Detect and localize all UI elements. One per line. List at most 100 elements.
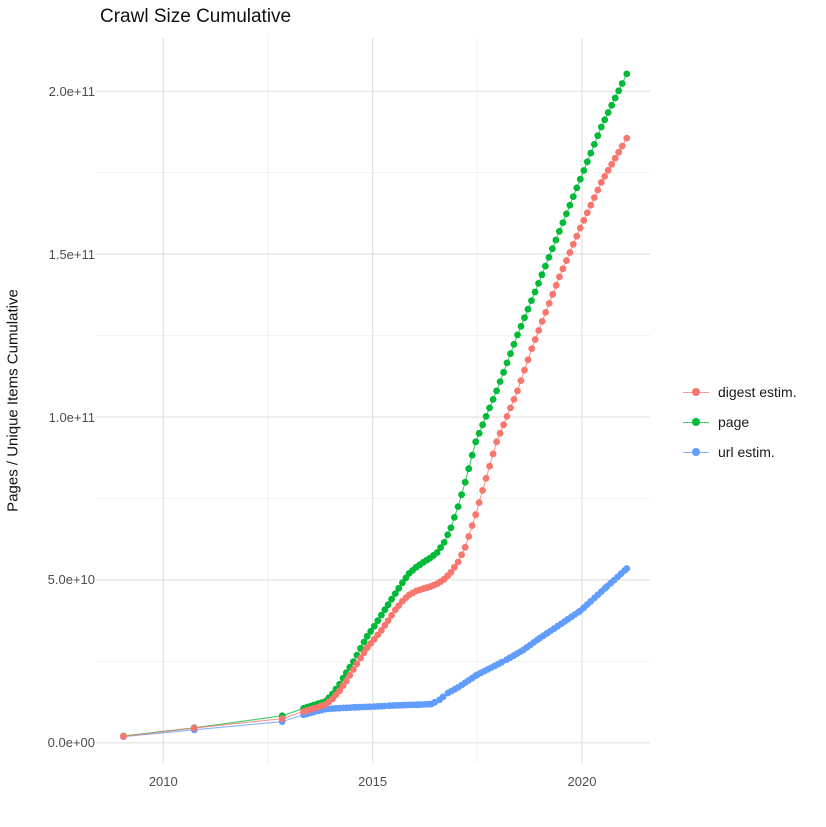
chart-title: Crawl Size Cumulative bbox=[100, 6, 292, 27]
series-point-digest-estim- bbox=[378, 627, 385, 634]
y-tick-label: 2.0e+11 bbox=[48, 83, 95, 99]
series-point-digest-estim- bbox=[482, 474, 490, 482]
series-point-page bbox=[597, 123, 605, 131]
series-point-page bbox=[472, 438, 480, 446]
series-point-page bbox=[388, 595, 395, 603]
series-point-page bbox=[384, 601, 392, 609]
series-point-page bbox=[433, 549, 441, 556]
series-point-digest-estim- bbox=[472, 511, 480, 519]
series-point-page bbox=[514, 331, 521, 339]
series-point-page bbox=[500, 368, 507, 376]
series-point-page bbox=[482, 413, 490, 420]
series-point-page bbox=[447, 524, 455, 532]
series-point-page bbox=[510, 340, 518, 348]
series-point-digest-estim- bbox=[576, 224, 584, 232]
series-point-digest-estim- bbox=[552, 281, 560, 289]
series-point-digest-estim- bbox=[521, 366, 528, 374]
series-point-digest-estim- bbox=[618, 142, 626, 150]
series-point-page bbox=[615, 87, 623, 95]
series-point-page bbox=[573, 184, 581, 192]
series-point-digest-estim- bbox=[611, 154, 619, 162]
y-tick-label: 1.5e+11 bbox=[48, 246, 95, 262]
series-point-digest-estim- bbox=[566, 249, 574, 256]
series-point-digest-estim- bbox=[583, 209, 591, 217]
series-point-page bbox=[399, 579, 406, 587]
series-point-digest-estim- bbox=[514, 387, 521, 395]
series-point-digest-estim- bbox=[475, 499, 483, 506]
series-point-digest-estim- bbox=[486, 462, 493, 470]
series-point-page bbox=[608, 101, 616, 109]
series-point-page bbox=[360, 638, 368, 646]
legend-key-icon bbox=[683, 417, 709, 427]
series-point-digest-estim- bbox=[461, 543, 469, 551]
series-point-digest-estim- bbox=[542, 309, 550, 316]
series-point-url-estim- bbox=[623, 565, 631, 572]
series-point-digest-estim- bbox=[604, 166, 612, 174]
series-point-page bbox=[378, 611, 385, 619]
series-point-url-estim- bbox=[439, 693, 447, 701]
series-point-digest-estim- bbox=[350, 666, 357, 673]
legend: digest estim. page url estim. bbox=[683, 377, 797, 467]
series-point-digest-estim- bbox=[451, 563, 458, 571]
x-tick-label: 2010 bbox=[148, 774, 178, 789]
series-point-digest-estim- bbox=[458, 551, 465, 559]
series-point-digest-estim- bbox=[597, 179, 605, 186]
series-point-page bbox=[374, 617, 382, 625]
series-point-page bbox=[493, 387, 500, 395]
series-line-url-estim- bbox=[123, 568, 628, 738]
series-point-digest-estim- bbox=[395, 602, 403, 609]
series-point-page bbox=[594, 132, 602, 140]
series-point-page bbox=[458, 491, 465, 498]
series-point-page bbox=[363, 632, 371, 640]
series-point-digest-estim- bbox=[465, 533, 473, 540]
series-point-digest-estim- bbox=[388, 612, 395, 619]
series-point-page bbox=[556, 227, 563, 235]
legend-item-page: page bbox=[683, 407, 797, 437]
series-point-digest-estim- bbox=[493, 438, 500, 446]
series-point-digest-estim- bbox=[479, 487, 486, 494]
legend-item-digest-estim-: digest estim. bbox=[683, 377, 797, 407]
series-point-page bbox=[496, 378, 504, 385]
series-point-digest-estim- bbox=[580, 217, 588, 224]
series-point-digest-estim- bbox=[538, 318, 546, 325]
series-point-page bbox=[590, 141, 598, 148]
series-point-page bbox=[538, 271, 546, 279]
series-point-page bbox=[604, 109, 612, 116]
series-point-digest-estim- bbox=[342, 677, 350, 685]
series-point-page bbox=[391, 590, 399, 597]
series-point-page bbox=[623, 70, 631, 78]
series-point-digest-estim- bbox=[447, 569, 455, 576]
series-point-page bbox=[549, 245, 556, 253]
series-point-page bbox=[503, 359, 511, 367]
series-point-digest-estim- bbox=[454, 558, 462, 566]
series-point-page bbox=[437, 544, 444, 551]
series-point-page bbox=[475, 429, 483, 437]
series-point-digest-estim- bbox=[594, 186, 602, 194]
series-point-digest-estim- bbox=[590, 194, 598, 202]
series-point-digest-estim- bbox=[190, 724, 198, 732]
series-point-page bbox=[479, 421, 486, 429]
series-point-page bbox=[468, 451, 476, 459]
series-point-digest-estim- bbox=[360, 649, 368, 657]
legend-label: url estim. bbox=[718, 444, 775, 460]
legend-label: page bbox=[718, 414, 750, 430]
series-point-digest-estim- bbox=[120, 732, 127, 740]
series-point-digest-estim- bbox=[507, 404, 514, 412]
series-point-digest-estim- bbox=[517, 377, 525, 384]
series-point-page bbox=[587, 149, 595, 157]
series-point-digest-estim- bbox=[468, 522, 476, 529]
series-point-digest-estim- bbox=[569, 240, 577, 248]
series-point-page bbox=[395, 584, 403, 592]
series-point-page bbox=[367, 627, 375, 635]
series-point-page bbox=[563, 210, 570, 218]
series-point-page bbox=[569, 193, 577, 201]
x-tick-label: 2015 bbox=[358, 774, 388, 789]
series-point-page bbox=[566, 201, 574, 209]
series-line-digest-estim- bbox=[123, 137, 628, 737]
series-point-digest-estim- bbox=[336, 687, 343, 695]
series-point-digest-estim- bbox=[510, 396, 518, 403]
y-tick-label: 1.0e+11 bbox=[48, 409, 95, 425]
series-point-digest-estim- bbox=[559, 265, 567, 273]
